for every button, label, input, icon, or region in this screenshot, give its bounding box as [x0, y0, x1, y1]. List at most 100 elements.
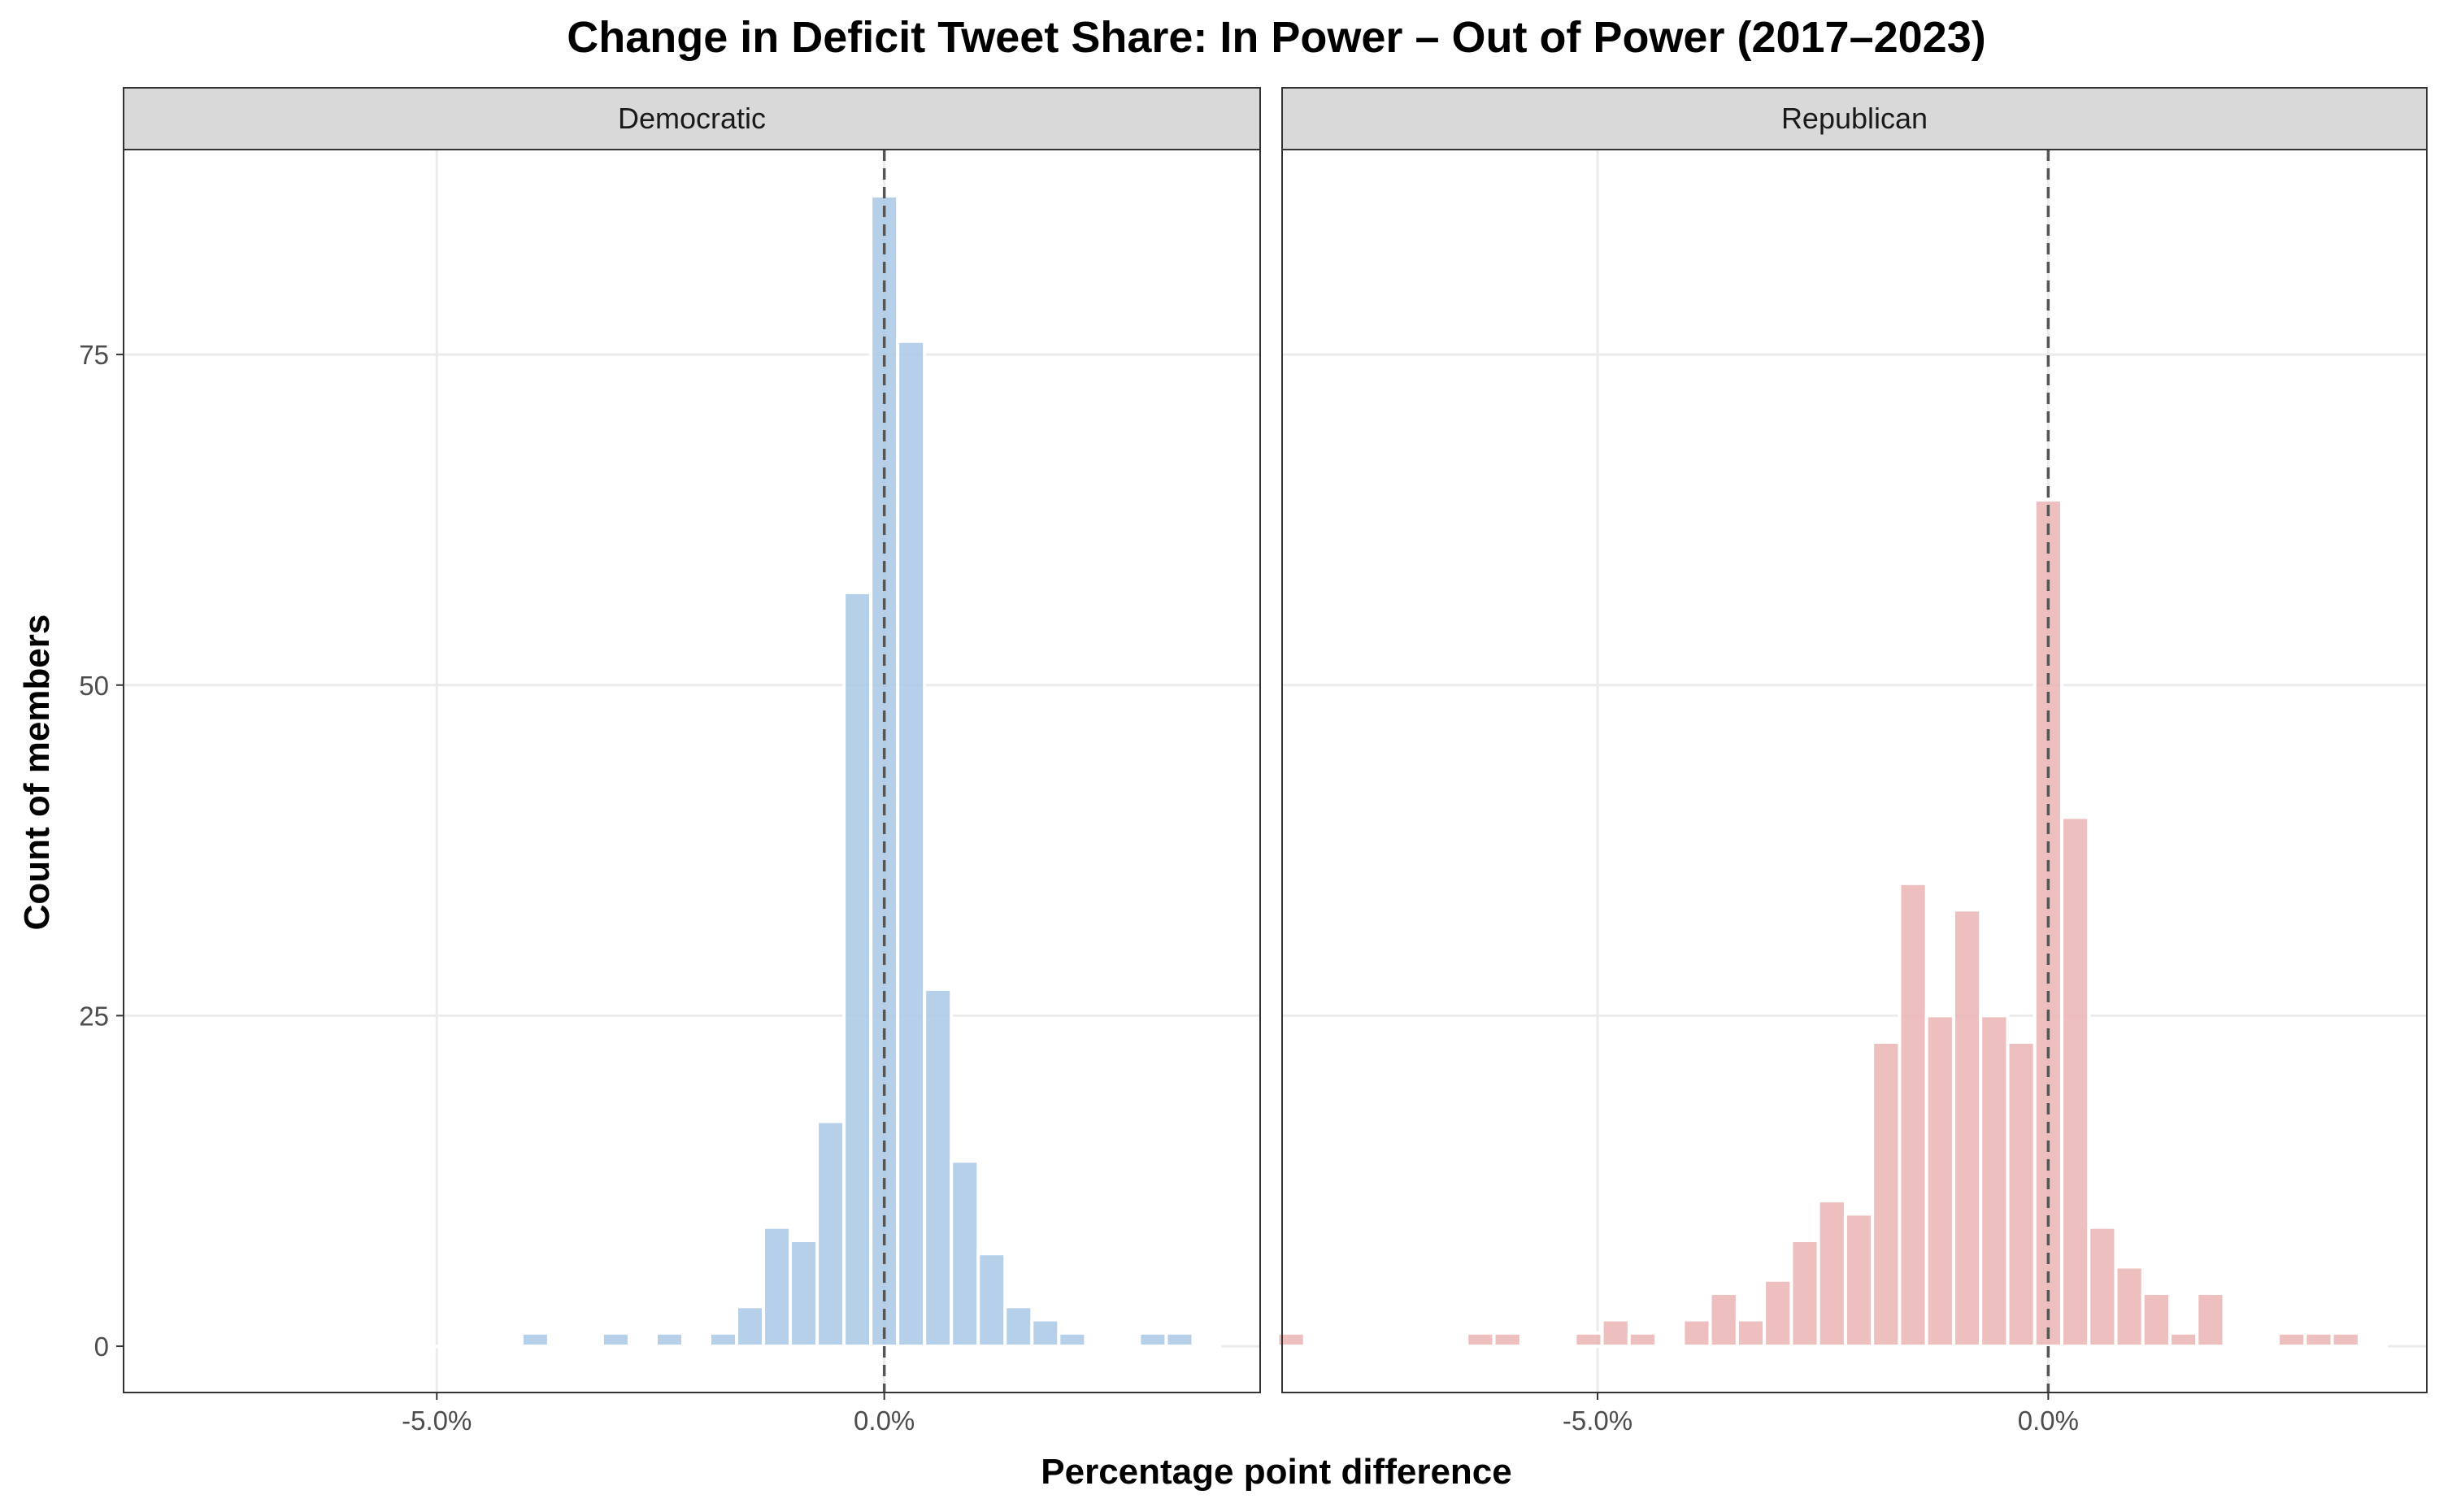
plot-panel-background	[1282, 150, 2427, 1393]
histogram-bar	[1384, 1345, 1415, 1349]
histogram-bar	[1654, 1345, 1685, 1349]
histogram-bar	[680, 1345, 712, 1349]
histogram-bar	[1708, 1292, 1739, 1349]
histogram-bar	[1030, 1318, 1061, 1349]
facet-strip	[123, 87, 1261, 150]
chart-title: Change in Deficit Tweet Share: In Power …	[567, 13, 1985, 62]
histogram-bar	[1057, 1331, 1088, 1349]
histogram-bar	[1951, 908, 1983, 1349]
histogram-bar	[2357, 1345, 2389, 1349]
histogram-bar	[1276, 1331, 1306, 1349]
histogram-bar	[2168, 1331, 2199, 1349]
histogram-bar	[1137, 1331, 1168, 1349]
histogram-bar	[1465, 1331, 1496, 1349]
histogram-bar	[1302, 1345, 1333, 1349]
x-tick-label: 0.0%	[2018, 1406, 2079, 1436]
histogram-bar	[1519, 1345, 1550, 1349]
histogram-bar	[1084, 1345, 1115, 1349]
histogram-bar	[923, 987, 954, 1349]
histogram-bar	[842, 590, 873, 1349]
histogram-bar	[708, 1331, 739, 1349]
histogram-bar	[1681, 1318, 1712, 1349]
histogram-bar	[950, 1159, 980, 1349]
plot-panel-border	[1281, 149, 2428, 1393]
y-tick-label: 75	[79, 340, 109, 370]
histogram-bar	[359, 1345, 389, 1349]
histogram-bar	[627, 1345, 658, 1349]
histogram-bar	[332, 1345, 363, 1349]
histogram-bar	[224, 1345, 255, 1349]
histogram-bar	[1843, 1212, 1875, 1349]
plot-panel-background	[124, 150, 1260, 1393]
histogram-bar	[2059, 815, 2091, 1349]
x-tick-label: 0.0%	[854, 1406, 915, 1436]
histogram-bar	[2330, 1331, 2361, 1349]
histogram-bar	[735, 1305, 766, 1349]
histogram-bar	[1573, 1331, 1604, 1349]
histogram-bar	[2087, 1225, 2118, 1349]
histogram-bar	[385, 1345, 416, 1349]
x-axis-title: Percentage point difference	[1041, 1452, 1511, 1492]
y-tick-label: 50	[79, 671, 109, 701]
histogram-bar	[171, 1345, 202, 1349]
histogram-bar	[493, 1345, 524, 1349]
facet-panel-republican: Republican -5.0% 0.0%	[1276, 87, 2428, 1436]
y-tick-label: 0	[94, 1332, 109, 1362]
histogram-bar	[1979, 1014, 2010, 1349]
histogram-bar	[976, 1252, 1007, 1349]
histogram-bar	[654, 1331, 685, 1349]
histogram-bar	[1411, 1345, 1442, 1349]
histogram-bar	[1164, 1331, 1195, 1349]
histogram-bar	[466, 1345, 497, 1349]
histogram-bar	[789, 1238, 820, 1349]
histogram-bar	[2141, 1292, 2172, 1349]
histogram-bar	[1438, 1345, 1469, 1349]
x-tick-label: -5.0%	[402, 1406, 472, 1436]
histogram-bar	[600, 1331, 631, 1349]
histogram-bar	[1735, 1318, 1767, 1349]
y-axis-title: Count of members	[17, 615, 57, 931]
histogram-bar	[546, 1345, 577, 1349]
histogram-bar	[2276, 1331, 2307, 1349]
histogram-bar	[1600, 1318, 1631, 1349]
histogram-bar	[1111, 1345, 1141, 1349]
histogram-bar	[2249, 1345, 2280, 1349]
histogram-bar	[1492, 1331, 1523, 1349]
histogram-bar	[1898, 881, 1928, 1349]
histogram-bar	[1546, 1345, 1577, 1349]
histogram-bar	[439, 1345, 470, 1349]
facet-panel-democratic: Democratic -5.0% 0.0% 0 25 50 75	[79, 87, 1261, 1436]
histogram-bar	[1329, 1345, 1361, 1349]
facet-strip-label: Democratic	[618, 102, 766, 135]
histogram-bar	[412, 1345, 443, 1349]
x-tick-label: -5.0%	[1563, 1406, 1633, 1436]
histogram-bar	[1871, 1040, 1902, 1349]
plot-panel-border	[123, 149, 1261, 1393]
histogram-bar	[1627, 1331, 1659, 1349]
histogram-bar	[144, 1345, 175, 1349]
facet-strip	[1281, 87, 2428, 150]
histogram-bar	[1357, 1345, 1388, 1349]
histogram-bar	[1816, 1199, 1847, 1349]
histogram-bar	[2303, 1331, 2334, 1349]
histogram-bar	[1003, 1305, 1034, 1349]
facet-panels: Democratic -5.0% 0.0% 0 25 50 75 Republican -5.0…	[79, 87, 2428, 1436]
histogram-bar	[1763, 1278, 1793, 1349]
histogram-bar	[2114, 1265, 2145, 1349]
histogram-bar	[573, 1345, 604, 1349]
histogram-bar	[1789, 1238, 1820, 1349]
histogram-bar	[198, 1345, 228, 1349]
histogram-bar	[762, 1225, 793, 1349]
histogram-bar	[896, 339, 927, 1349]
histogram-bar	[251, 1345, 282, 1349]
histogram-bar	[1924, 1014, 1955, 1349]
histogram-bar	[2006, 1040, 2037, 1349]
histogram-bar	[815, 1119, 846, 1349]
histogram-bar	[305, 1345, 336, 1349]
y-tick-label: 25	[79, 1001, 109, 1031]
histogram-bar	[278, 1345, 309, 1349]
histogram-bar	[2195, 1292, 2226, 1349]
facet-strip-label: Republican	[1781, 102, 1928, 135]
histogram-bar	[1191, 1345, 1222, 1349]
